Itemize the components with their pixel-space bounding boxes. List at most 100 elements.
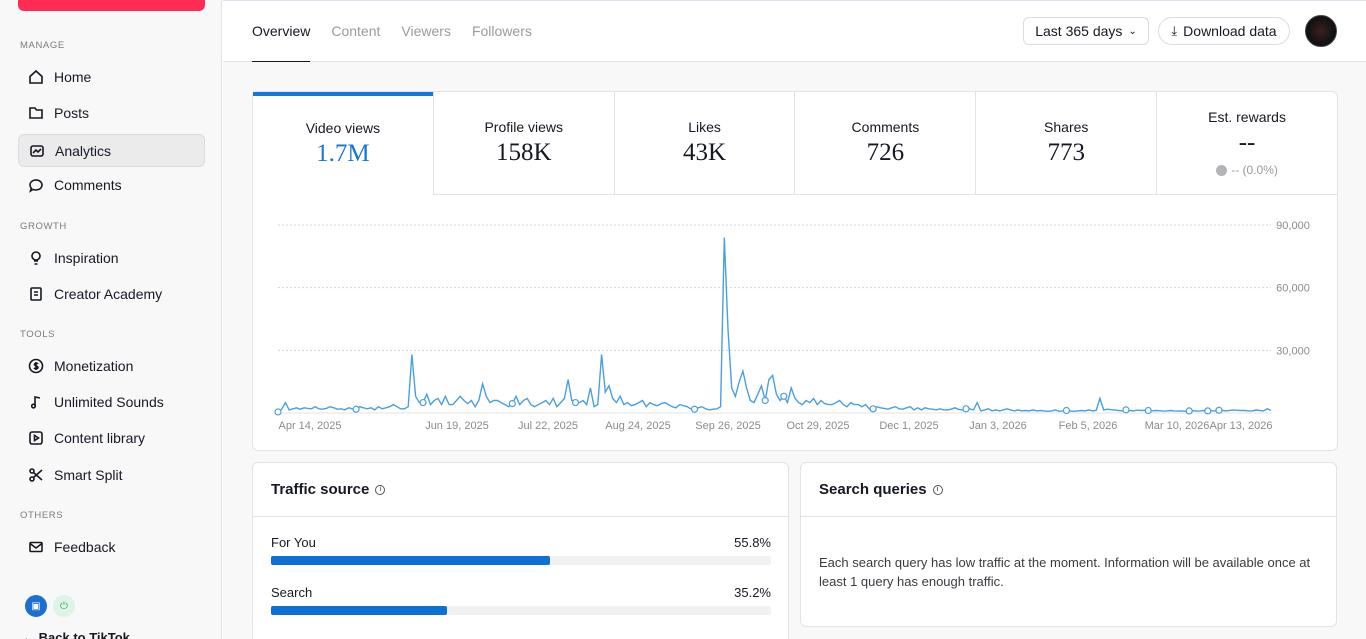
arrow-down-icon [1216,164,1228,176]
metric-shares[interactable]: Shares 773 [976,92,1158,195]
chevron-down-icon: ⌄ [1128,25,1137,37]
play-icon [27,429,45,447]
info-icon[interactable]: i [375,484,386,495]
sidebar-item-label: Comments [54,176,122,193]
metric-profile-views[interactable]: Profile views 158K [433,92,615,195]
sidebar-item-inspiration[interactable]: Inspiration [18,241,205,274]
metric-label: Profile views [484,119,564,135]
section-label-manage: MANAGE [20,40,65,51]
scissors-icon [27,466,45,484]
data-point[interactable] [1204,407,1212,415]
search-queries-header: Search queries i [801,463,1336,517]
data-point[interactable] [1122,406,1130,414]
traffic-row-search: Search 35.2% [271,585,771,615]
x-tick-label: Jan 3, 2026 [969,420,1027,432]
metric-label: Likes [688,119,721,135]
sidebar-item-label: Feedback [54,538,116,555]
download-data-button[interactable]: ⤓ Download data [1158,17,1290,45]
sidebar-item-posts[interactable]: Posts [18,96,205,129]
upload-button[interactable] [18,0,205,11]
tab-content[interactable]: Content [331,23,381,39]
data-point[interactable] [352,405,360,413]
music-icon [27,393,45,411]
data-point[interactable] [1062,406,1071,415]
x-tick-label: Feb 5, 2026 [1059,420,1118,432]
download-icon: ⤓ [1171,23,1178,38]
sidebar-item-analytics[interactable]: Analytics [18,134,205,167]
data-point[interactable] [780,392,788,400]
tab-followers[interactable]: Followers [471,23,532,39]
metric-comments[interactable]: Comments 726 [795,92,977,195]
sidebar-item-label: Unlimited Sounds [54,393,164,410]
x-tick-label: Jun 19, 2025 [425,420,489,432]
sidebar-item-home[interactable]: Home [18,60,205,93]
tab-overview[interactable]: Overview [252,0,311,63]
metrics-row: Video views 1.7M Profile views 158K Like… [253,92,1337,195]
data-point[interactable] [508,400,516,408]
data-point[interactable] [1215,406,1223,414]
data-point[interactable] [690,405,699,413]
sidebar-item-feedback[interactable]: Feedback [18,530,205,563]
search-queries-message: Each search query has low traffic at the… [819,555,1311,589]
data-point[interactable] [761,396,769,405]
avatar[interactable] [1305,15,1337,47]
data-point[interactable] [274,408,282,416]
sidebar-item-label: Inspiration [54,249,119,266]
back-to-tiktok-link[interactable]: ← Back to TikTok [22,630,130,639]
traffic-source-title: Traffic source [271,481,370,498]
series-line[interactable] [277,237,1272,413]
metric-value: 726 [866,139,905,166]
traffic-label: For You [271,535,316,550]
section-label-tools: TOOLS [20,329,56,340]
book-icon [27,285,45,303]
data-point[interactable] [962,405,970,413]
metric-value: -- [1238,129,1256,156]
dollar-icon [27,357,45,375]
extension-icon[interactable]: ▣ [25,595,47,617]
metric-likes[interactable]: Likes 43K [614,92,796,195]
date-range-select[interactable]: Last 365 days ⌄ [1023,17,1149,45]
sidebar-item-content-library[interactable]: Content library [18,421,205,454]
metric-label: Comments [851,119,920,135]
metric-est-rewards[interactable]: Est. rewards -- -- (0.0%) [1157,92,1337,195]
search-queries-card: Search queries i Each search query has l… [800,462,1337,627]
data-point[interactable] [419,398,427,407]
video-views-chart: 90,000 60,000 30,000 Apr 14, 2025 Jun 19, 20… [274,220,1310,432]
metric-value: 43K [683,139,727,166]
x-tick-label: Sep 26, 2025 [695,420,760,432]
panel-title: Search queries i [819,481,943,498]
sidebar-item-smart-split[interactable]: Smart Split [18,458,205,491]
sidebar-item-unlimited-sounds[interactable]: Unlimited Sounds [18,385,205,418]
metric-label: Shares [1044,119,1089,135]
section-label-growth: GROWTH [20,221,67,232]
metric-video-views[interactable]: Video views 1.7M [253,92,434,195]
data-point[interactable] [571,398,580,407]
sidebar-item-label: Creator Academy [54,285,163,302]
data-point[interactable] [1144,406,1152,415]
sidebar-item-label: Content library [54,429,146,446]
sidebar-item-comments[interactable]: Comments [18,168,205,201]
traffic-percent: 35.2% [734,585,771,600]
sidebar-item-label: Monetization [54,357,134,374]
data-point[interactable] [1185,407,1193,415]
data-point[interactable] [869,405,877,413]
metric-label: Video views [305,119,381,136]
traffic-bar [271,556,771,565]
tab-viewers[interactable]: Viewers [401,23,451,39]
y-tick-label: 30,000 [1276,345,1310,357]
traffic-source-card: Traffic source i For You 55.8% Search 35… [252,462,789,639]
x-tick-label: Aug 24, 2025 [605,420,670,432]
traffic-percent: 55.8% [734,535,771,550]
section-label-others: OTHERS [20,510,64,521]
sidebar-item-creator-academy[interactable]: Creator Academy [18,277,205,310]
mail-icon [27,538,45,556]
comment-icon [27,176,45,194]
info-icon[interactable]: i [932,484,943,495]
power-icon[interactable]: ⏻ [53,595,75,617]
traffic-source-header: Traffic source i [253,463,788,517]
status-icons: ▣ ⏻ [25,595,75,617]
x-tick-label: Jul 22, 2025 [518,420,578,432]
sidebar-item-label: Home [54,68,92,85]
sidebar-item-monetization[interactable]: Monetization [18,349,205,382]
download-label: Download data [1183,23,1277,39]
